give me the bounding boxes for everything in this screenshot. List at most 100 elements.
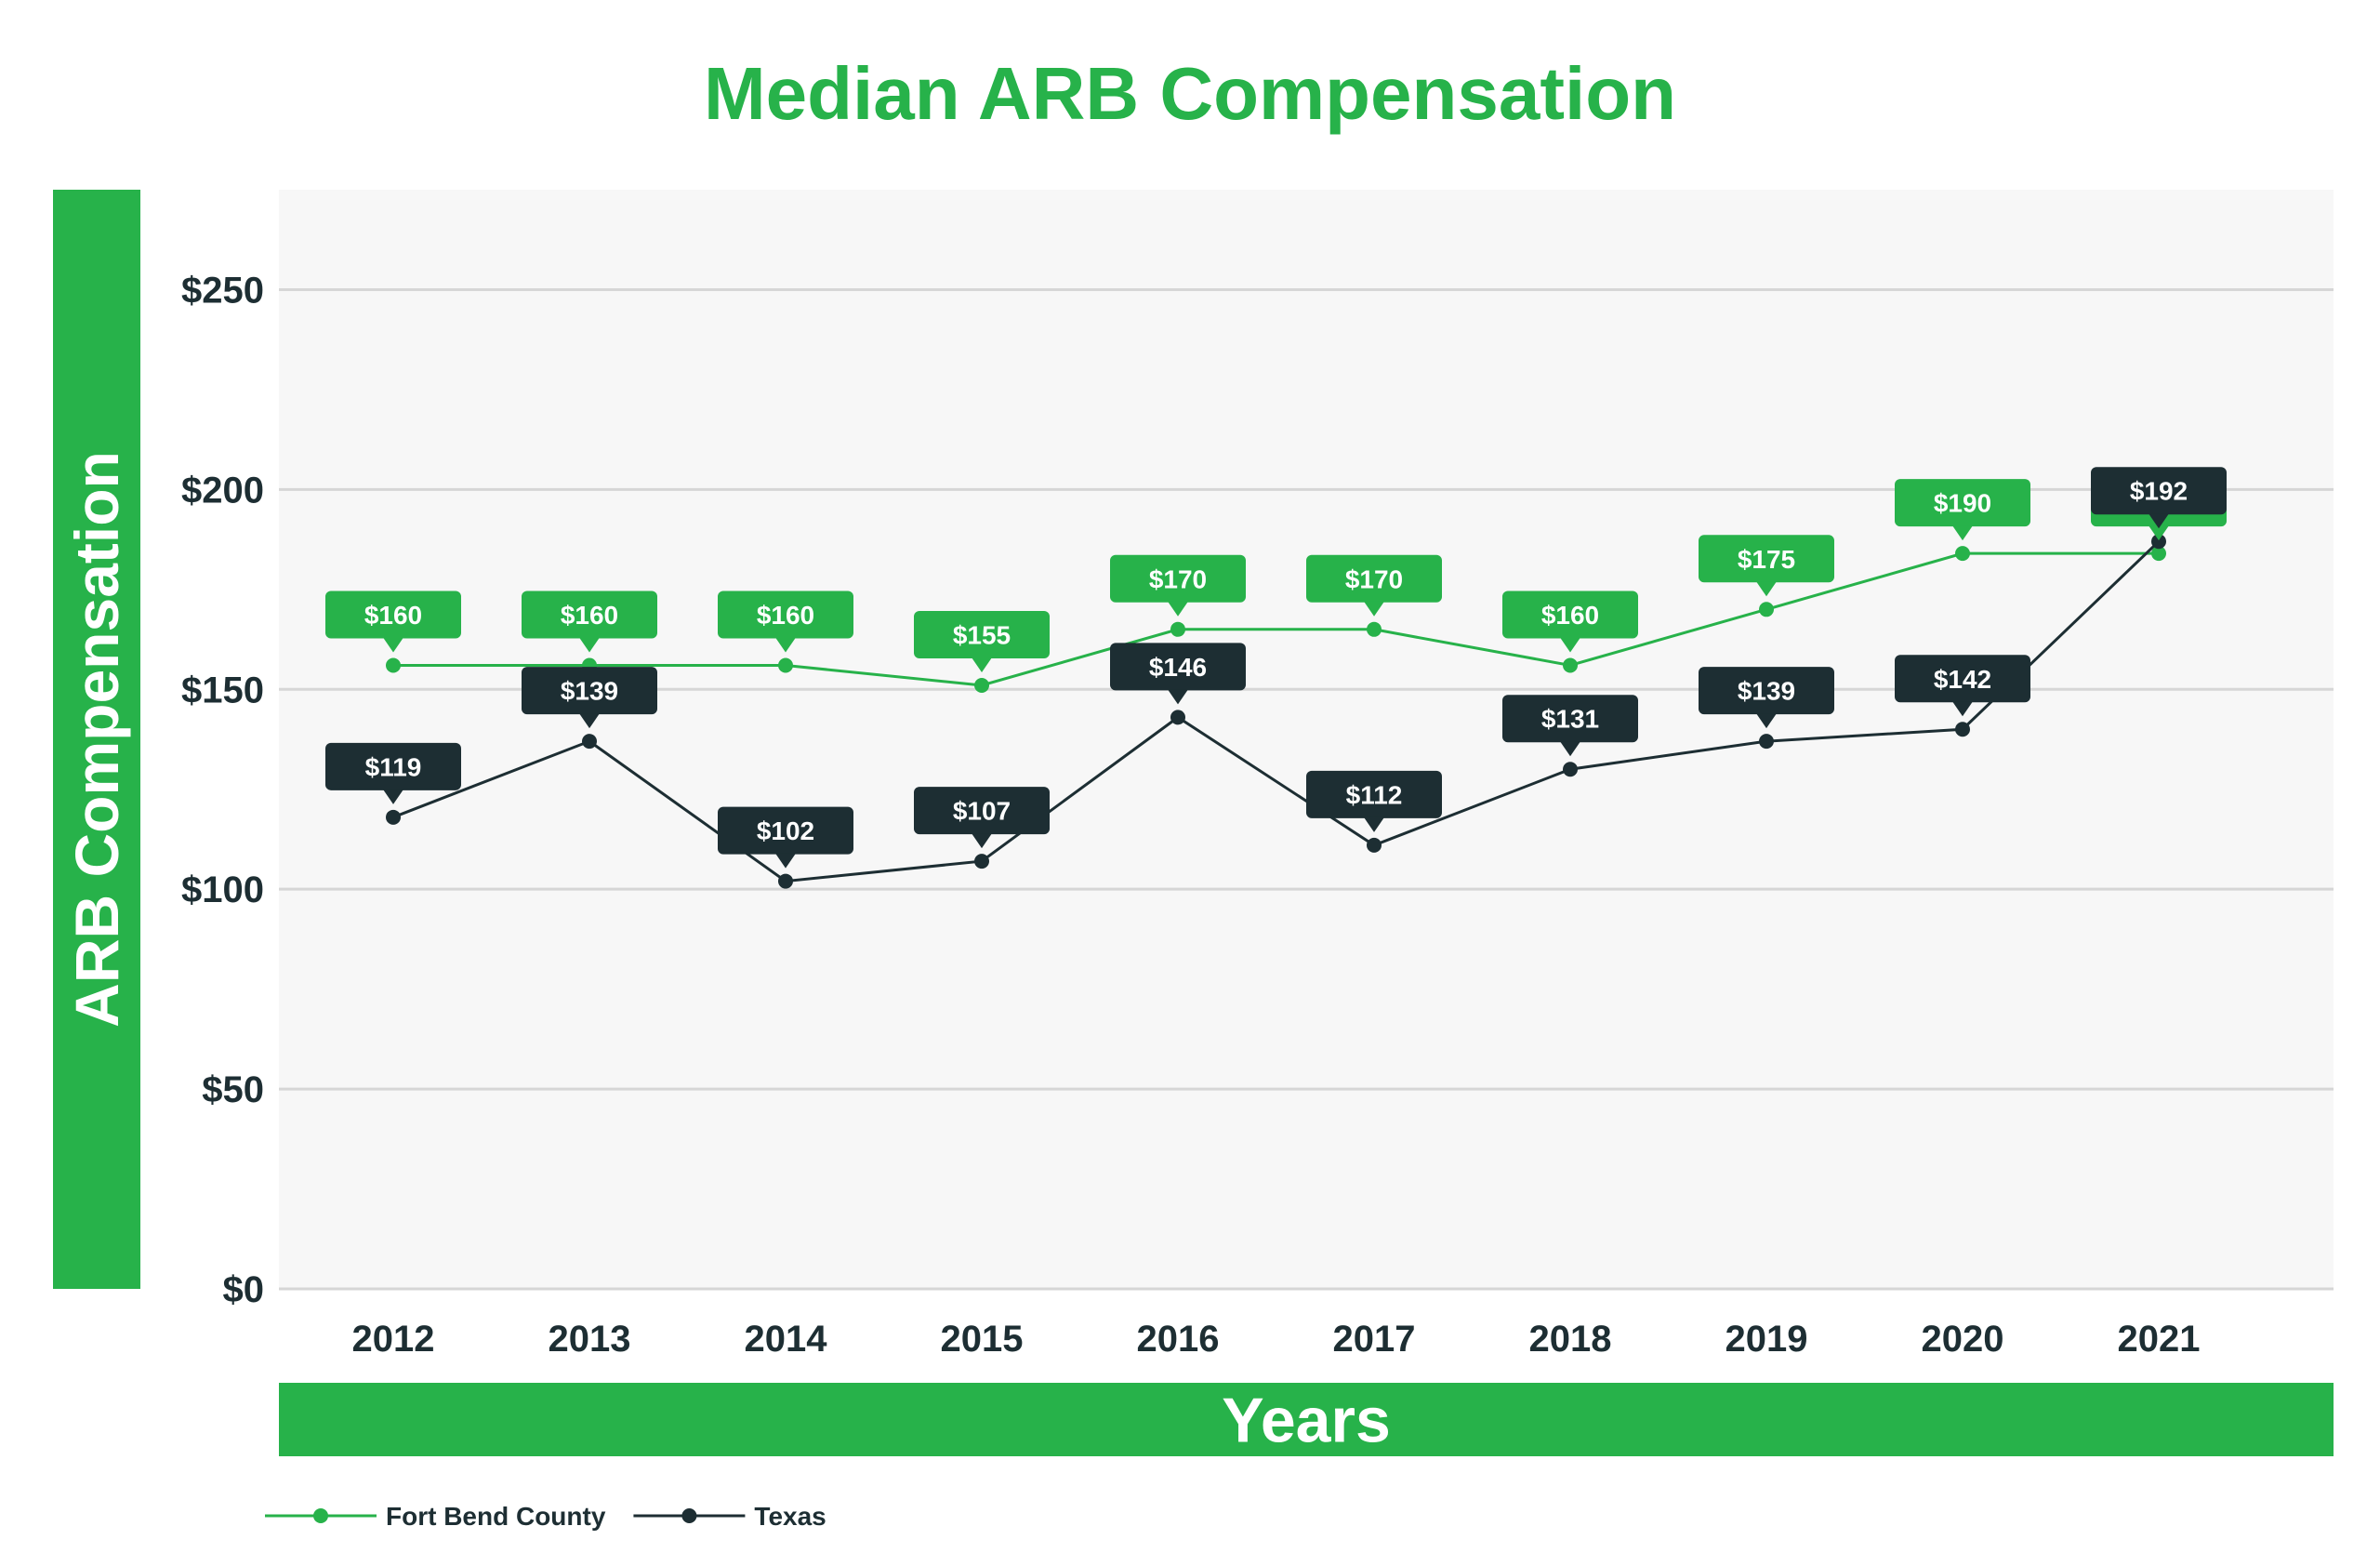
data-point	[974, 677, 989, 693]
data-point	[778, 657, 793, 673]
data-label-box	[325, 742, 461, 790]
data-label-box	[1110, 554, 1246, 603]
x-tick-label: 2018	[1529, 1319, 1612, 1360]
data-label: $192	[2130, 477, 2188, 506]
data-label-pointer	[775, 853, 796, 869]
data-label: $131	[1541, 705, 1599, 734]
data-label-pointer	[383, 637, 403, 653]
data-label-pointer	[2149, 513, 2169, 529]
x-axis-band	[279, 1383, 2334, 1456]
data-label: $160	[1541, 601, 1599, 630]
data-point	[778, 873, 793, 889]
data-label-pointer	[579, 713, 600, 729]
data-point	[1170, 621, 1185, 637]
data-label-pointer	[1364, 816, 1384, 832]
data-label-pointer	[1364, 601, 1384, 617]
data-point	[386, 657, 401, 673]
data-label: $160	[364, 601, 422, 630]
data-label-box	[1306, 554, 1442, 603]
data-point	[1955, 546, 1970, 562]
data-label-pointer	[1756, 581, 1777, 597]
data-point	[1759, 602, 1774, 617]
data-point	[1367, 621, 1382, 637]
data-label-box	[718, 806, 853, 855]
legend-marker	[681, 1508, 697, 1523]
data-label-box	[914, 610, 1050, 658]
plot-area	[279, 190, 2334, 1289]
y-tick-label: $250	[181, 270, 264, 311]
data-label-pointer	[1952, 701, 1973, 717]
x-tick-label: 2020	[1922, 1319, 2004, 1360]
data-label-pointer	[1560, 741, 1580, 757]
legend-label: Texas	[754, 1502, 826, 1531]
data-label-pointer	[1560, 637, 1580, 653]
data-label-pointer	[383, 789, 403, 804]
data-label: $190	[1934, 489, 1991, 518]
data-label: $170	[1345, 564, 1403, 593]
data-label-box	[522, 667, 657, 715]
data-label-box	[325, 591, 461, 639]
data-point	[582, 734, 597, 750]
data-point	[1563, 762, 1578, 777]
data-label-pointer	[1952, 525, 1973, 541]
data-label-box	[1699, 667, 1834, 715]
x-axis-label: Years	[1222, 1386, 1391, 1456]
x-tick-label: 2016	[1137, 1319, 1220, 1360]
data-label: $139	[561, 677, 618, 706]
y-tick-label: $150	[181, 670, 264, 710]
data-label-pointer	[1756, 713, 1777, 729]
y-tick-label: $100	[181, 869, 264, 910]
y-axis-band	[53, 190, 140, 1289]
y-tick-label: $50	[202, 1069, 264, 1110]
data-label-box	[1699, 535, 1834, 583]
data-label-box	[522, 591, 657, 639]
x-tick-label: 2013	[549, 1319, 631, 1360]
data-label-box	[914, 787, 1050, 835]
x-tick-label: 2012	[352, 1319, 435, 1360]
x-tick-label: 2017	[1333, 1319, 1416, 1360]
series-line	[393, 551, 2159, 687]
data-label: $102	[757, 816, 814, 845]
data-point	[2151, 546, 2166, 562]
data-label-pointer	[1168, 689, 1188, 705]
data-label: $160	[757, 601, 814, 630]
data-point	[974, 854, 989, 869]
data-label-box	[2091, 467, 2227, 515]
data-label-box	[1895, 655, 2030, 703]
data-point	[386, 809, 401, 825]
y-tick-label: $200	[181, 470, 264, 511]
data-label: $142	[1934, 665, 1991, 694]
y-tick-label: $0	[223, 1269, 265, 1310]
series-line	[392, 540, 2161, 883]
x-tick-label: 2021	[2118, 1319, 2201, 1360]
x-tick-label: 2015	[941, 1319, 1024, 1360]
data-label-box	[1502, 695, 1638, 743]
data-point	[1170, 710, 1185, 725]
data-label-pointer	[2149, 525, 2169, 541]
data-point	[1955, 722, 1970, 737]
data-label-pointer	[972, 833, 992, 849]
data-point	[2151, 534, 2166, 550]
legend-label: Fort Bend County	[386, 1502, 606, 1531]
x-tick-label: 2014	[745, 1319, 828, 1360]
data-label-pointer	[579, 637, 600, 653]
data-label: $170	[1149, 564, 1207, 593]
data-label-box	[1895, 479, 2030, 527]
data-label-box	[1306, 770, 1442, 818]
data-label-pointer	[775, 637, 796, 653]
data-label: $139	[1738, 677, 1795, 706]
data-label: $112	[1346, 780, 1403, 809]
data-point	[1759, 734, 1774, 750]
data-label-box	[1110, 643, 1246, 691]
chart-title: Median ARB Compensation	[704, 52, 1676, 135]
data-label: $146	[1149, 653, 1207, 682]
data-label-pointer	[972, 657, 992, 672]
data-point	[1367, 837, 1382, 853]
data-label: $107	[953, 797, 1011, 826]
y-axis-label: ARB Compensation	[62, 451, 131, 1028]
data-label: $119	[365, 752, 422, 781]
data-label: $175	[1738, 545, 1795, 574]
data-point	[1563, 657, 1578, 673]
